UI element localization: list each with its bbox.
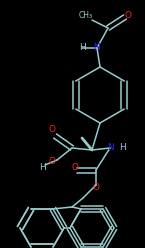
Text: N: N	[107, 144, 113, 153]
Text: O: O	[48, 125, 56, 134]
Text: H: H	[39, 163, 45, 173]
Text: CH₃: CH₃	[79, 10, 93, 20]
Text: N: N	[94, 43, 100, 53]
Text: H: H	[119, 144, 125, 153]
Text: O: O	[125, 10, 132, 20]
Text: H: H	[79, 43, 85, 53]
Text: O: O	[93, 183, 99, 191]
Text: O: O	[71, 163, 78, 173]
Text: O: O	[48, 157, 56, 166]
